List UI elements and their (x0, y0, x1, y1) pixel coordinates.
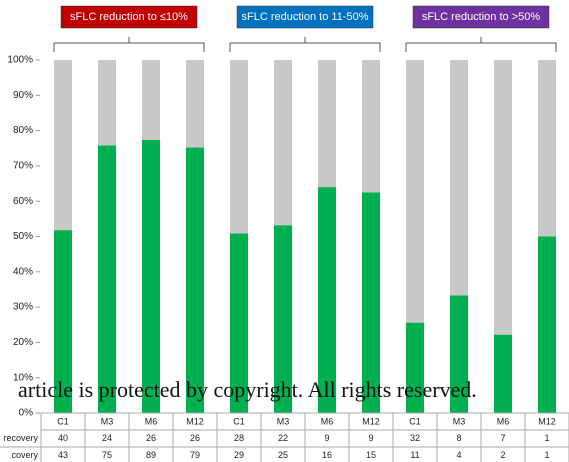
x-tick-label: M12 (362, 416, 380, 426)
x-tick-label: M6 (321, 416, 334, 426)
table-cell: 1 (544, 433, 549, 443)
bar-segment (538, 60, 556, 237)
table-cell: 89 (146, 450, 156, 460)
bar-segment (142, 60, 160, 140)
bar-segment (450, 295, 468, 413)
bar-segment (538, 236, 556, 413)
bar-segment (318, 60, 336, 188)
bar-segment (230, 60, 248, 234)
table-cell: 9 (368, 433, 373, 443)
table-cell: 7 (500, 433, 505, 443)
x-tick-label: M3 (101, 416, 114, 426)
table-cell: 2 (500, 450, 505, 460)
group-label: sFLC reduction to 11-50% (242, 11, 369, 23)
table-cell: 8 (456, 433, 461, 443)
group-bracket (405, 37, 557, 52)
table-cell: 9 (324, 433, 329, 443)
x-tick-label: C1 (57, 416, 69, 426)
table-cell: 11 (410, 450, 419, 460)
table-cell: 29 (234, 450, 244, 460)
table-cell: 25 (278, 450, 288, 460)
table-cell: 24 (102, 433, 112, 443)
bar-segment (98, 145, 116, 413)
y-tick-label: 30% (13, 302, 33, 313)
bar-segment (406, 60, 424, 323)
group-box (412, 5, 550, 29)
table-cell: 4 (456, 450, 461, 460)
x-tick-label: C1 (409, 416, 421, 426)
y-tick-label: 40% (13, 266, 33, 277)
row-label: covery (11, 450, 38, 460)
table-cell: 75 (102, 450, 112, 460)
table-cell: 40 (58, 433, 68, 443)
x-tick-label: C1 (233, 416, 245, 426)
bar-segment (186, 147, 204, 413)
group-bracket (53, 37, 205, 52)
x-tick-label: M6 (145, 416, 158, 426)
y-tick-label: 20% (13, 337, 33, 348)
x-tick-label: M12 (538, 416, 556, 426)
bar-segment (494, 60, 512, 335)
y-tick-label: 10% (13, 372, 33, 383)
bar-segment (142, 139, 160, 413)
table-cell: 43 (58, 450, 68, 460)
x-tick-label: M3 (453, 416, 466, 426)
bar-segment (494, 334, 512, 413)
row-label: recovery (3, 433, 38, 443)
bar-segment (274, 60, 292, 226)
table-cell: 15 (366, 450, 376, 460)
bar-segment (318, 187, 336, 413)
y-tick-label: 60% (13, 196, 33, 207)
watermark: article is protected by copyright. All r… (18, 377, 477, 402)
table-cell: 16 (322, 450, 332, 460)
group-label: sFLC reduction to >50% (422, 11, 541, 23)
x-tick-label: M3 (277, 416, 290, 426)
bar-segment (362, 192, 380, 413)
bar-segment (98, 60, 116, 146)
table-cell: 79 (190, 450, 200, 460)
y-tick-label: 90% (13, 90, 33, 101)
group-box (60, 5, 198, 29)
x-tick-label: M6 (497, 416, 510, 426)
group-label: sFLC reduction to ≤10% (70, 11, 188, 23)
table-cell: 22 (278, 433, 288, 443)
table-cell: 1 (544, 450, 549, 460)
bar-segment (54, 230, 72, 413)
bar-segment (406, 322, 424, 413)
group-bracket (229, 37, 381, 52)
bar-segment (362, 60, 380, 193)
y-tick-label: 50% (13, 231, 33, 242)
y-tick-label: 70% (13, 161, 33, 172)
y-tick-label: 0% (19, 408, 34, 419)
table-cell: 32 (410, 433, 420, 443)
table-cell: 26 (190, 433, 200, 443)
group-box (236, 5, 374, 29)
bar-segment (450, 60, 468, 296)
y-tick-label: 100% (7, 55, 33, 66)
bar-segment (274, 225, 292, 413)
bar-segment (186, 60, 204, 148)
x-tick-label: M12 (186, 416, 204, 426)
y-tick-label: 80% (13, 125, 33, 136)
table-cell: 26 (146, 433, 156, 443)
bar-segment (54, 60, 72, 231)
table-cell: 28 (234, 433, 244, 443)
bar-segment (230, 233, 248, 413)
